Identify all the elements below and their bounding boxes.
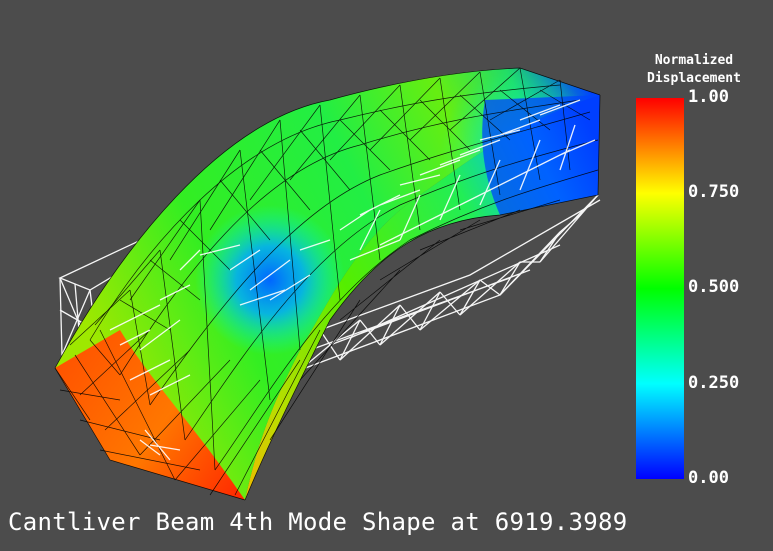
colorbar-tick-label: 0.500 [688,277,740,297]
undeformed-wireframe [58,194,601,373]
deformed-mesh-edges [54,67,601,501]
colorbar-tick-label: 1.00 [688,87,729,107]
colorbar-scale [636,98,684,479]
colorbar [636,98,684,479]
colorbar-tick-label: 0.750 [688,182,740,202]
undeformed-wireframe-overlay [109,99,596,461]
colorbar-title-line1: Normalized [654,53,734,68]
figure-caption: Cantliver Beam 4th Mode Shape at 6919.39… [8,508,628,536]
beam-side-face [55,95,600,500]
colorbar-tick-label: 0.250 [688,373,740,393]
beam-free-end-face [55,330,245,500]
colorbar-tick-label: 0.00 [688,468,729,488]
colorbar-title: Normalized Displacement [628,52,760,88]
colorbar-title-line2: Displacement [647,71,741,86]
